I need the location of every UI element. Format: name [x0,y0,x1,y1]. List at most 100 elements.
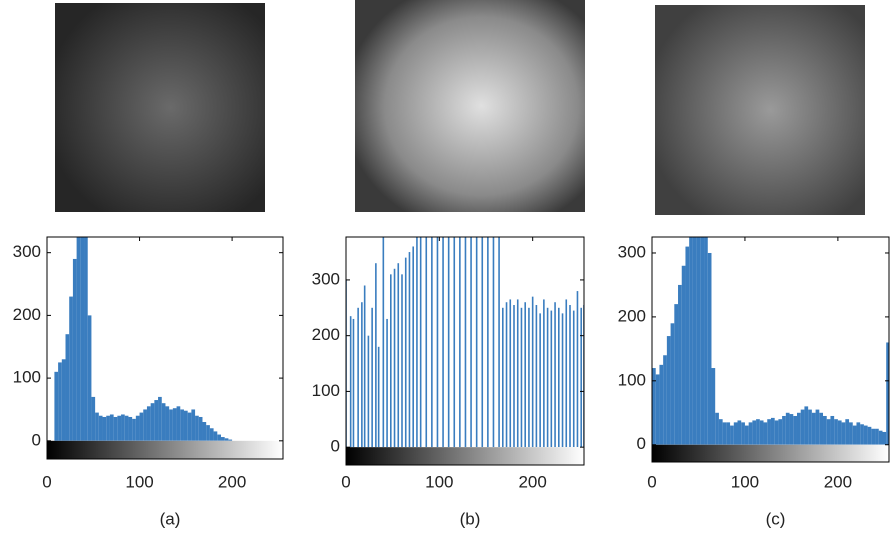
bar [863,425,868,445]
bar [678,284,682,445]
bar [109,414,114,441]
bar [61,359,66,441]
axes-frame [46,236,284,460]
bar [561,313,564,448]
bar [357,307,359,448]
bar [774,420,779,445]
bar [76,237,81,441]
bar [759,420,764,445]
bar [106,415,110,441]
x-tick-label: 0 [647,472,656,491]
plot-area [54,237,233,441]
bar [524,302,526,448]
y-tick-label: 200 [312,325,340,344]
bar [681,265,686,445]
bar [363,285,366,448]
bar [412,246,414,448]
axes-frame [345,236,585,466]
bar [191,409,196,441]
bar [91,396,96,441]
bar [183,410,188,441]
bar [543,299,545,448]
bar [213,431,218,441]
bar [722,422,727,445]
bar [505,302,508,448]
x-tick-label: 100 [125,472,153,491]
bar [845,419,850,445]
bar [195,415,199,441]
plot-area [346,237,584,448]
face-image [655,5,865,215]
bar [692,237,697,445]
colorbar [652,444,889,462]
bar [569,305,571,448]
bar [209,428,214,441]
bar [558,307,560,448]
bar [431,237,433,448]
bar [349,316,352,448]
bar [565,299,568,448]
bar [741,422,745,445]
bar [704,237,708,445]
bar [539,313,541,448]
bar [576,291,579,448]
bar [84,237,88,441]
bar [756,419,760,445]
bar [748,422,753,445]
bar [475,237,478,448]
bar [98,415,103,441]
bar [442,237,444,448]
bar [161,403,166,441]
y-tick-label: 0 [32,430,41,449]
bar [663,355,667,445]
bar [436,237,439,448]
x-tick-label: 0 [42,472,51,491]
face-image [55,3,265,212]
bar [715,412,719,445]
bar [782,415,786,445]
bar [487,237,489,448]
bar [811,412,816,445]
x-tick-label: 100 [425,472,453,491]
bar [767,419,771,445]
bar [470,237,472,448]
bar [224,438,229,441]
bar [102,416,107,441]
bar [390,274,392,448]
bar [386,318,388,448]
bar [187,412,192,441]
bar [580,307,582,448]
bar [113,416,118,441]
y-tick-label: 0 [331,437,340,456]
x-tick-label: 200 [218,472,246,491]
y-tick-label: 300 [13,242,41,261]
x-axis-label: (b) [460,509,481,528]
bar [165,406,170,441]
bar [481,237,484,448]
bar [793,415,797,445]
bar [498,237,500,448]
bar [666,336,671,445]
bar [509,299,512,448]
bar [65,334,70,441]
bar [804,406,809,445]
bar [867,426,872,445]
bar [707,252,712,445]
bar [837,420,842,445]
bar [535,305,538,448]
bar [117,415,122,441]
x-tick-label: 200 [518,472,546,491]
bar [700,237,705,445]
bar [135,415,140,441]
bar [95,412,99,441]
bar [69,296,73,441]
bar [674,304,679,445]
face-image [355,0,585,212]
x-axis-label: (a) [160,509,181,528]
y-tick-label: 200 [13,305,41,324]
bar [158,396,162,441]
bar [528,307,530,448]
bar [733,422,738,445]
bar [763,422,768,445]
bar [352,318,355,448]
